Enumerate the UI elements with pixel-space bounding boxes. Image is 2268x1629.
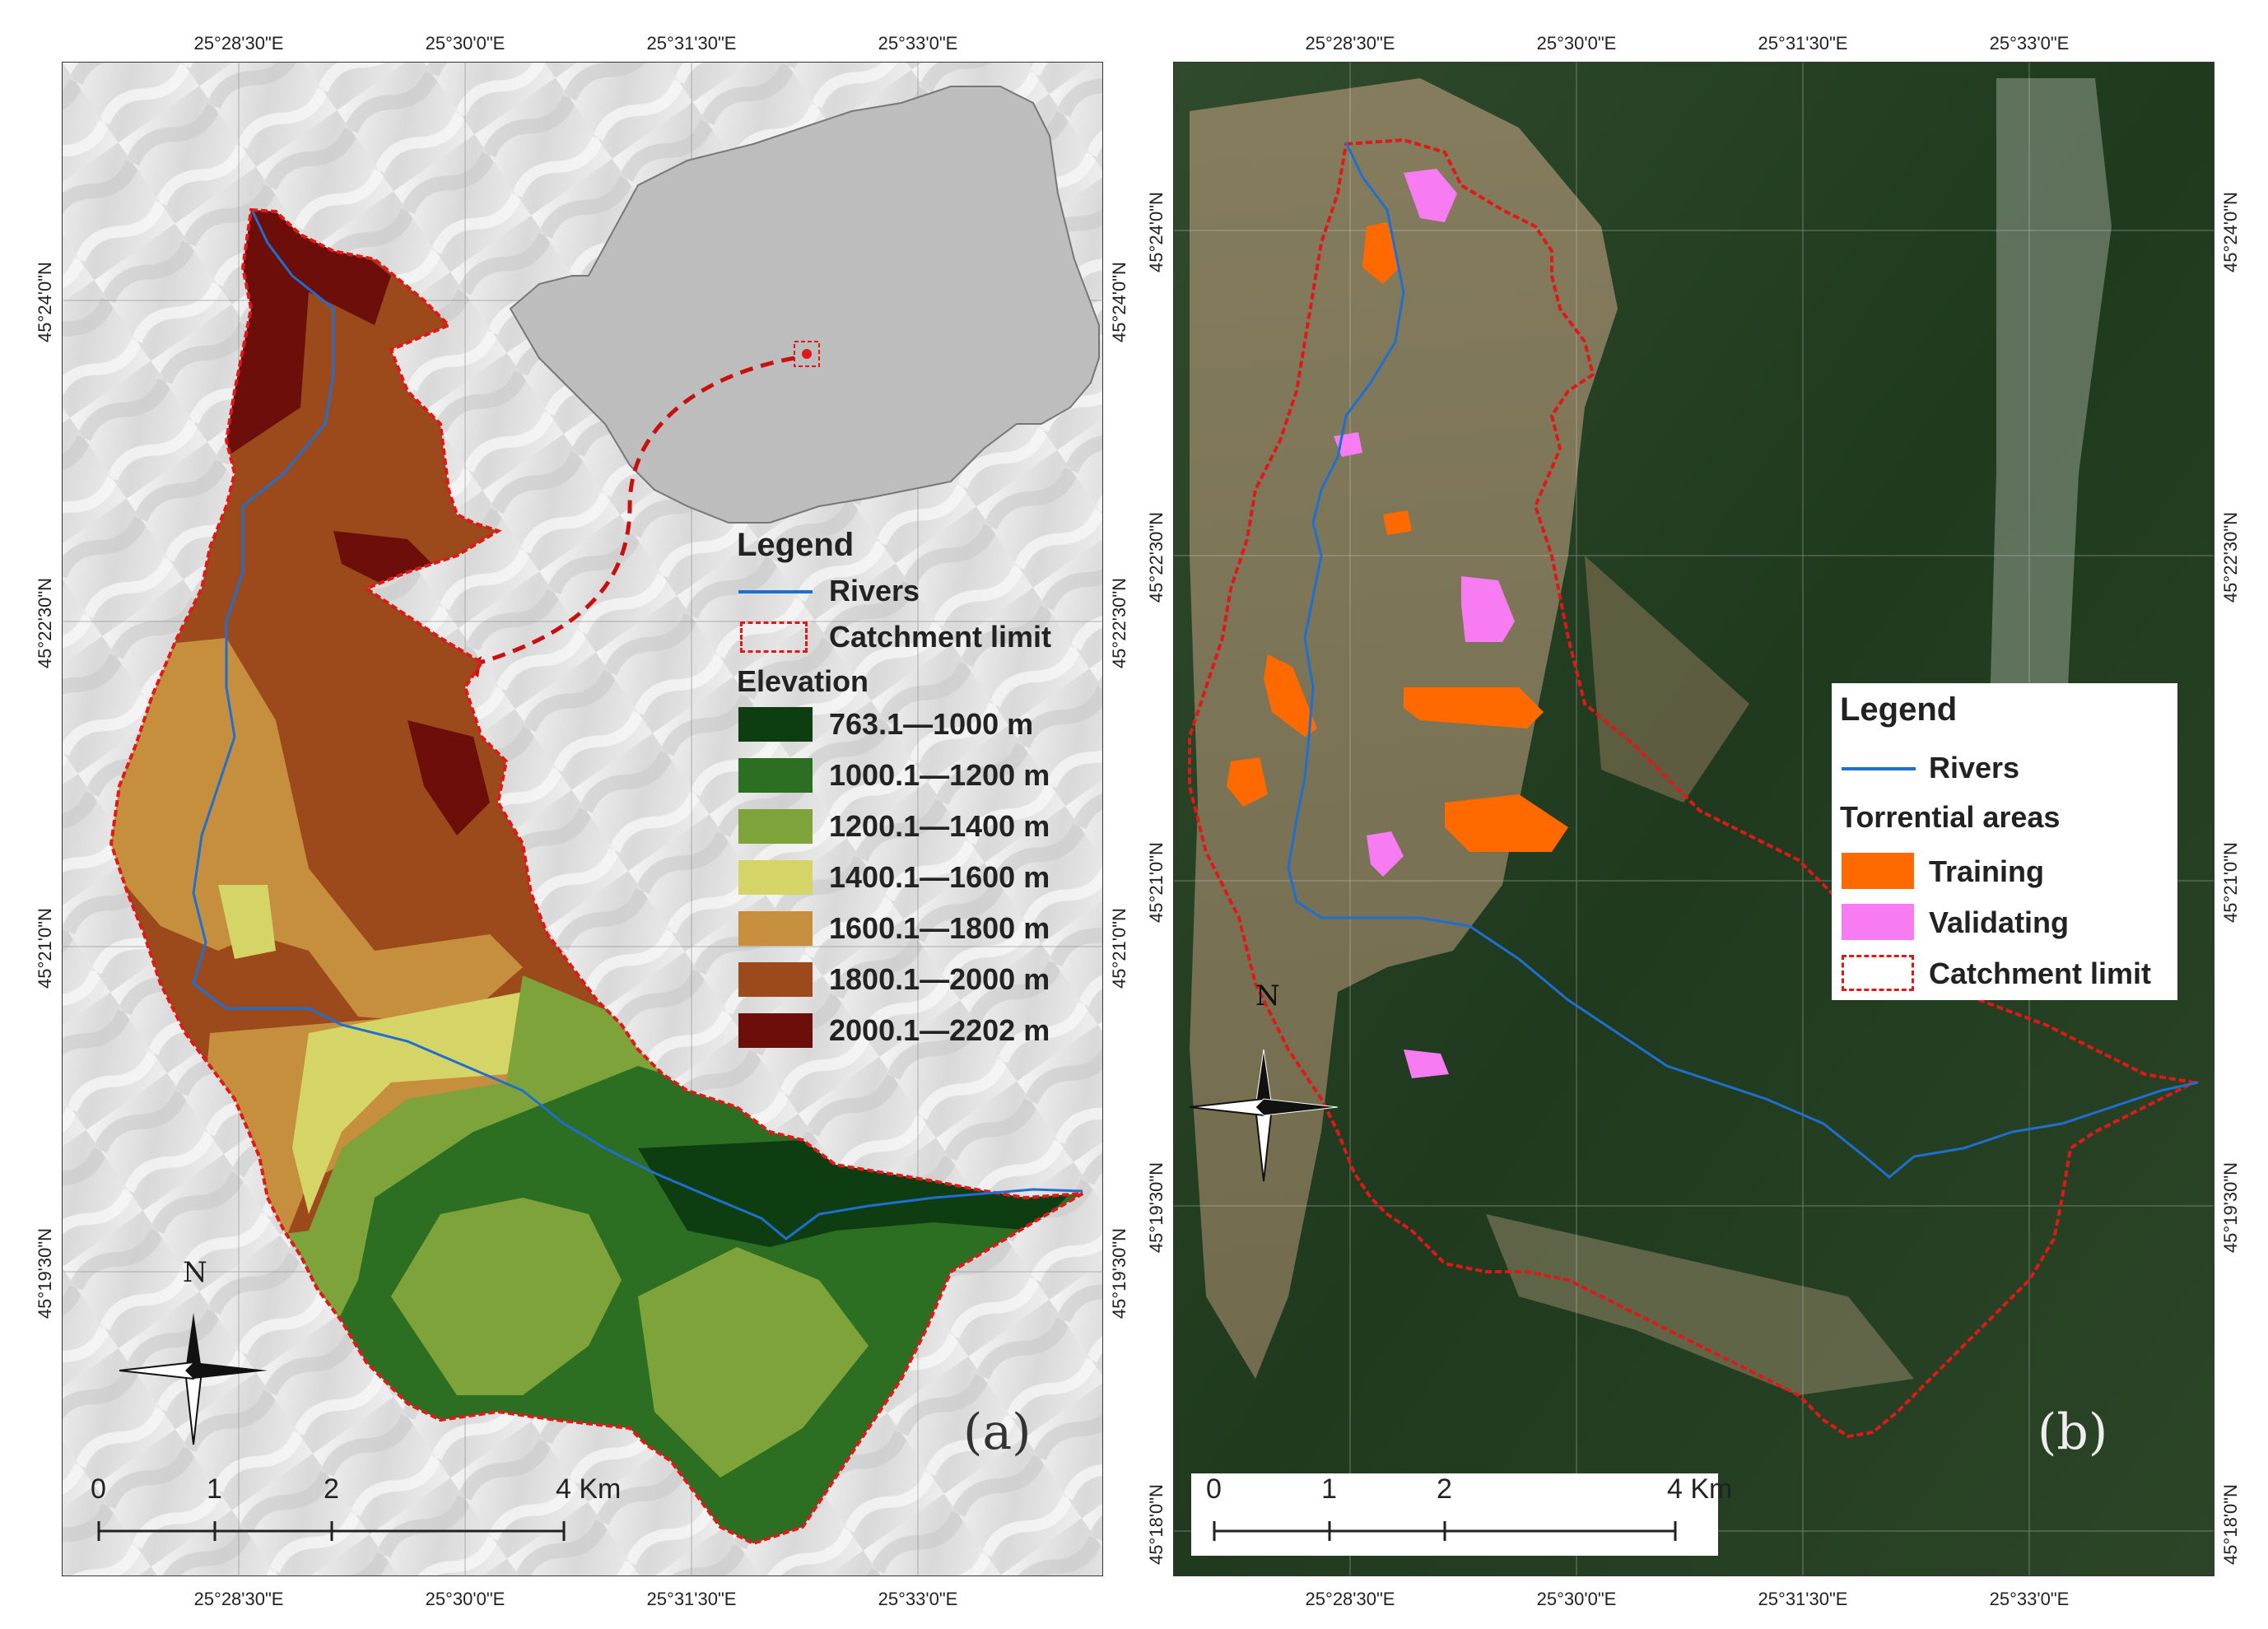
- b-bottom-coord-4: 25°33'0"E: [1989, 1589, 2070, 1609]
- a-left-coord-2: 45°22'30"N: [35, 577, 55, 669]
- north-arrow-a: [119, 1313, 268, 1445]
- scale-bar-a: [97, 1521, 566, 1541]
- legend-a-elevation-class: 763.1—1000 m: [737, 699, 1099, 750]
- scale-a-tick-3: 4 Km: [556, 1473, 622, 1505]
- legend-a-elevation-class: 1600.1—1800 m: [737, 903, 1099, 954]
- legend-a: Legend Rivers Catchment limit Elevation …: [737, 527, 1099, 1056]
- a-left-coord-1: 45°24'0"N: [35, 262, 55, 342]
- legend-a-elevation-class: 1000.1—1200 m: [737, 750, 1099, 801]
- legend-b-rivers: Rivers: [1832, 749, 2177, 790]
- panel-a-map-canvas: [61, 61, 1104, 1577]
- b-left-coord-5: 45°18'0"N: [1146, 1484, 1167, 1565]
- river-b: [1287, 142, 2199, 1179]
- elevation-swatch: [738, 707, 813, 742]
- b-bottom-coord-2: 25°30'0"E: [1536, 1589, 1617, 1609]
- legend-a-elevation-class: 1800.1—2000 m: [737, 954, 1099, 1005]
- a-top-coord-2: 25°30'0"E: [425, 33, 505, 54]
- legend-a-rivers: Rivers: [737, 570, 1099, 615]
- legend-b-torrential-title: Torrential areas: [1840, 800, 2061, 834]
- elevation-swatch: [738, 758, 813, 793]
- legend-a-elevation-classes: 763.1—1000 m 1000.1—1200 m 1200.1—1400 m 14…: [737, 699, 1099, 1056]
- alpine-meadow: [1190, 78, 1618, 1379]
- scale-bar-b: [1213, 1521, 1677, 1541]
- romania-outline: [509, 86, 1100, 524]
- a-left-coord-4: 45°19'30"N: [35, 1227, 55, 1319]
- b-top-coord-3: 25°31'30"E: [1758, 33, 1848, 54]
- a-bottom-coord-2: 25°30'0"E: [425, 1589, 505, 1609]
- legend-a-elevation-class: 1200.1—1400 m: [737, 801, 1099, 852]
- scale-b-tick-1: 1: [1321, 1473, 1337, 1505]
- north-label-b: N: [1255, 980, 1280, 1012]
- legend-b-title: Legend: [1840, 691, 1958, 728]
- b-right-coord-1: 45°24'0"N: [2220, 192, 2241, 272]
- legend-b-catchment: Catchment limit: [1832, 950, 2177, 995]
- legend-a-elevation-class: 1400.1—1600 m: [737, 852, 1099, 903]
- legend-a-elevation-title: Elevation: [737, 664, 869, 698]
- scale-b-tick-3: 4 Km: [1667, 1473, 1733, 1505]
- a-right-coord-2: 45°22'30"N: [1109, 577, 1129, 669]
- legend-b-training: Training: [1832, 848, 2177, 893]
- scale-a-tick-2: 2: [324, 1473, 339, 1505]
- validating-areas: [1334, 169, 1515, 1078]
- a-right-coord-3: 45°21'0"N: [1109, 908, 1129, 989]
- scale-b-tick-0: 0: [1206, 1473, 1222, 1505]
- scale-b-tick-2: 2: [1437, 1473, 1452, 1505]
- scale-bar-b-box: [1191, 1473, 1718, 1556]
- elevation-class-label: 1600.1—1800 m: [829, 911, 1050, 945]
- b-left-coord-3: 45°21'0"N: [1146, 842, 1167, 923]
- north-arrow-b: [1189, 1049, 1339, 1182]
- panel-b-label: (b): [2037, 1403, 2108, 1461]
- elevation-swatch: [738, 1013, 813, 1048]
- b-top-coord-1: 25°28'30"E: [1305, 33, 1395, 54]
- b-right-coord-5: 45°18'0"N: [2220, 1484, 2241, 1565]
- a-top-coord-4: 25°33'0"E: [878, 33, 958, 54]
- training-areas: [1227, 222, 1568, 852]
- legend-b-validating: Validating: [1832, 899, 2177, 944]
- elevation-class-label: 1400.1—1600 m: [829, 860, 1050, 894]
- river-a: [192, 211, 1083, 1240]
- b-right-coord-2: 45°22'30"N: [2220, 511, 2241, 603]
- elevation-class-label: 1000.1—1200 m: [829, 758, 1050, 792]
- elevation-swatch: [738, 860, 813, 895]
- a-right-coord-4: 45°19'30"N: [1109, 1227, 1129, 1319]
- legend-a-title: Legend: [737, 527, 855, 563]
- elevation-class-label: 763.1—1000 m: [829, 707, 1034, 741]
- scale-a-tick-0: 0: [91, 1473, 106, 1505]
- romania-location-box: [794, 341, 820, 367]
- location-arrow: [464, 356, 795, 669]
- catchment-limit-a: [109, 207, 1084, 1546]
- elevation-class-label: 1800.1—2000 m: [829, 962, 1050, 996]
- legend-b: Legend Rivers Torrential areas Training …: [1832, 683, 2177, 1000]
- catchment-limit-b: [1188, 137, 2200, 1439]
- b-left-coord-1: 45°24'0"N: [1146, 192, 1167, 272]
- a-bottom-coord-1: 25°28'30"E: [193, 1589, 284, 1609]
- panel-a-label: (a): [963, 1403, 1032, 1461]
- legend-a-elevation-class: 2000.1—2202 m: [737, 1005, 1099, 1056]
- b-top-coord-2: 25°30'0"E: [1536, 33, 1617, 54]
- legend-a-catchment: Catchment limit: [737, 615, 1099, 664]
- b-bottom-coord-3: 25°31'30"E: [1758, 1589, 1848, 1609]
- elevation-swatch: [738, 962, 813, 997]
- a-bottom-coord-4: 25°33'0"E: [878, 1589, 958, 1609]
- b-right-coord-3: 45°21'0"N: [2220, 842, 2241, 923]
- b-bottom-coord-1: 25°28'30"E: [1305, 1589, 1395, 1609]
- b-top-coord-4: 25°33'0"E: [1989, 33, 2070, 54]
- b-left-coord-4: 45°19'30"N: [1146, 1161, 1167, 1254]
- elevation-class-label: 2000.1—2202 m: [829, 1013, 1050, 1047]
- scale-a-tick-1: 1: [207, 1473, 222, 1505]
- a-left-coord-3: 45°21'0"N: [35, 908, 55, 989]
- a-bottom-coord-3: 25°31'30"E: [646, 1589, 737, 1609]
- b-right-coord-4: 45°19'30"N: [2220, 1161, 2241, 1254]
- panel-a-elevation-map: [61, 61, 1104, 1577]
- elevation-swatch: [738, 911, 813, 946]
- elevation-swatch: [738, 809, 813, 844]
- a-top-coord-3: 25°31'30"E: [646, 33, 737, 54]
- north-label-a: N: [183, 1256, 207, 1289]
- elevation-class-label: 1200.1—1400 m: [829, 809, 1050, 843]
- a-top-coord-1: 25°28'30"E: [193, 33, 284, 54]
- b-left-coord-2: 45°22'30"N: [1146, 511, 1167, 603]
- a-right-coord-1: 45°24'0"N: [1109, 262, 1129, 342]
